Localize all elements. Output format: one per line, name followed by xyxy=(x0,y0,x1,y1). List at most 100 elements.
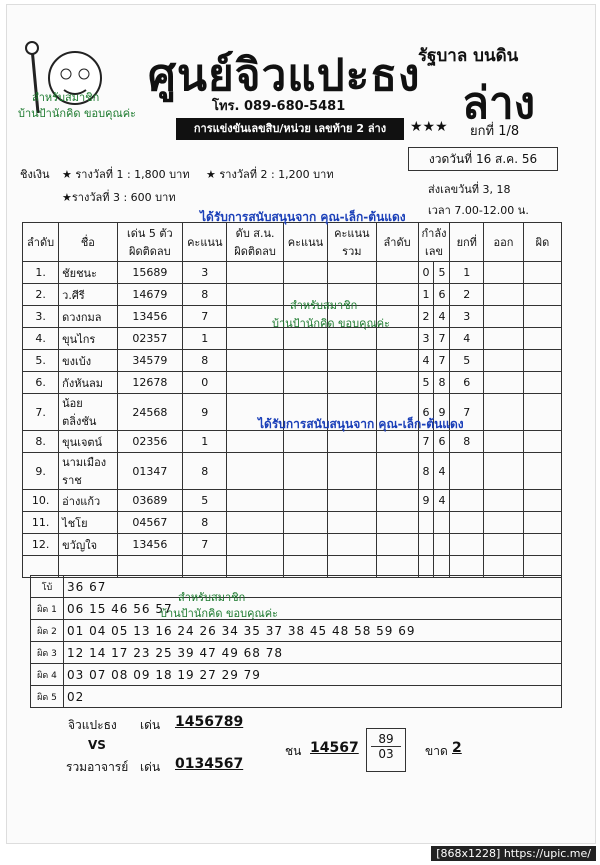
cell-score: 5 xyxy=(182,489,228,512)
cell-score: 7 xyxy=(182,305,228,328)
column-header: ลำดับ xyxy=(21,222,60,262)
watermark: บ้านป้านักคิด ขอบคุณค่ะ xyxy=(18,107,136,120)
cell xyxy=(375,489,419,512)
cell-name: ดวงกมล xyxy=(58,305,118,328)
cell xyxy=(522,371,563,394)
strength-digit: 8 xyxy=(417,452,435,490)
cell-score: 8 xyxy=(182,349,228,372)
cell-digits: 15689 xyxy=(116,261,184,284)
cell-order: 5. xyxy=(21,349,60,372)
cell-score: 1 xyxy=(182,430,228,453)
cell xyxy=(226,452,284,490)
error-label: โบ้ xyxy=(30,575,64,598)
cell xyxy=(483,489,524,512)
round: ยกที่ 1/8 xyxy=(470,124,520,139)
cell xyxy=(375,533,419,556)
watermark: สำหรับสมาชิก xyxy=(178,591,246,604)
table-row: 7. น้อยตลิ่งชัน 24568 9 6 9 7 xyxy=(21,393,563,431)
column-header: ออก xyxy=(483,222,524,262)
cell xyxy=(226,511,284,534)
error-row: ผิด 3 12 14 17 23 25 39 47 49 68 78 xyxy=(30,641,562,664)
cell xyxy=(522,511,563,534)
cell xyxy=(282,489,329,512)
cell xyxy=(282,511,329,534)
cell-score: 8 xyxy=(182,283,228,306)
cell xyxy=(522,283,563,306)
cell xyxy=(375,283,419,306)
hit: 14567 xyxy=(310,740,359,756)
prize-1: ★ รางวัลที่ 1 : 1,800 บาท xyxy=(62,168,190,181)
error-numbers: 02 xyxy=(63,685,562,708)
send-date: ส่งเลขวันที่ 3, 18 xyxy=(428,183,511,196)
cell xyxy=(226,489,284,512)
cell-order: 8. xyxy=(21,430,60,453)
strength-digit xyxy=(417,511,435,534)
cell xyxy=(483,511,524,534)
cell-name: กังหันลม xyxy=(58,371,118,394)
error-row: โบ้ 36 67 xyxy=(30,575,562,598)
strength-digit: 9 xyxy=(417,489,435,512)
cell xyxy=(483,452,524,490)
cell-digits: 01347 xyxy=(116,452,184,490)
watermark: บ้านป้านักคิด ขอบคุณค่ะ xyxy=(272,317,390,330)
cell-name: ไชโย xyxy=(58,511,118,534)
cell xyxy=(483,533,524,556)
cell xyxy=(375,452,419,490)
column-header: ดับ ส.น. ผิดติดลบ xyxy=(226,222,284,262)
cell-score: 8 xyxy=(182,511,228,534)
score-table: ลำดับ ชื่อ เด่น 5 ตัว ผิดติดลบ คะแนน ดับ ส.น… xyxy=(21,222,563,578)
cell-round xyxy=(449,489,485,512)
cell-order: 3. xyxy=(21,305,60,328)
cell xyxy=(226,349,284,372)
error-row: ผิด 5 02 xyxy=(30,685,562,708)
cell xyxy=(483,430,524,453)
cell-round: 2 xyxy=(449,283,485,306)
strength-digit: 4 xyxy=(433,305,451,328)
table-row: 8. ขุนเจตน์ 02356 1 7 6 8 xyxy=(21,430,563,453)
error-label: ผิด 2 xyxy=(30,619,64,642)
cell xyxy=(327,349,377,372)
cell xyxy=(522,452,563,490)
error-row: ผิด 4 03 07 08 09 18 19 27 29 79 xyxy=(30,663,562,686)
gov-label: รัฐบาล บนดิน xyxy=(418,46,519,66)
watermark: บ้านป้านักคิด ขอบคุณค่ะ xyxy=(160,607,278,620)
cell xyxy=(522,327,563,350)
cell xyxy=(483,305,524,328)
cell-order: 4. xyxy=(21,327,60,350)
strength-digit: 7 xyxy=(433,327,451,350)
column-header: เด่น 5 ตัว ผิดติดลบ xyxy=(116,222,184,262)
cell xyxy=(327,452,377,490)
table-row: 1. ชัยชนะ 15689 3 0 5 1 xyxy=(21,261,563,284)
cell-name: ขุนไกร xyxy=(58,327,118,350)
cell-name: ขุนเจตน์ xyxy=(58,430,118,453)
cell-score: 7 xyxy=(182,533,228,556)
cell xyxy=(226,371,284,394)
watermark: ได้รับการสนับสนุนจาก คุณ-เล็ก-ต้นแดง xyxy=(258,417,464,431)
error-numbers: 03 07 08 09 18 19 27 29 79 xyxy=(63,663,562,686)
cell xyxy=(483,349,524,372)
error-row: ผิด 1 06 15 46 56 57 xyxy=(30,597,562,620)
cell-round xyxy=(449,452,485,490)
cell xyxy=(375,371,419,394)
vs: VS xyxy=(88,738,106,752)
column-header: ยกที่ xyxy=(449,222,485,262)
watermark: สำหรับสมาชิก xyxy=(32,91,100,104)
cell-order: 7. xyxy=(21,393,60,431)
cell-digits: 02356 xyxy=(116,430,184,453)
title: ศูนย์จิวแปะธง xyxy=(148,50,421,101)
strength-digit: 8 xyxy=(433,371,451,394)
phone: โทร. 089-680-5481 xyxy=(212,99,346,114)
prize-2: ★ รางวัลที่ 2 : 1,200 บาท xyxy=(206,168,334,181)
cell-score: 8 xyxy=(182,452,228,490)
cell-digits: 24568 xyxy=(116,393,184,431)
cell-digits: 12678 xyxy=(116,371,184,394)
strength-digit xyxy=(417,533,435,556)
cell-digits: 04567 xyxy=(116,511,184,534)
strength-digit xyxy=(433,533,451,556)
credit: [868x1228] https://upic.me/ xyxy=(431,846,596,861)
cell-order: 10. xyxy=(21,489,60,512)
watermark: สำหรับสมาชิก xyxy=(290,299,358,312)
strength-digit: 3 xyxy=(417,327,435,350)
top-1: 1456789 xyxy=(175,714,244,730)
prize-lead: ชิงเงิน xyxy=(20,168,50,181)
